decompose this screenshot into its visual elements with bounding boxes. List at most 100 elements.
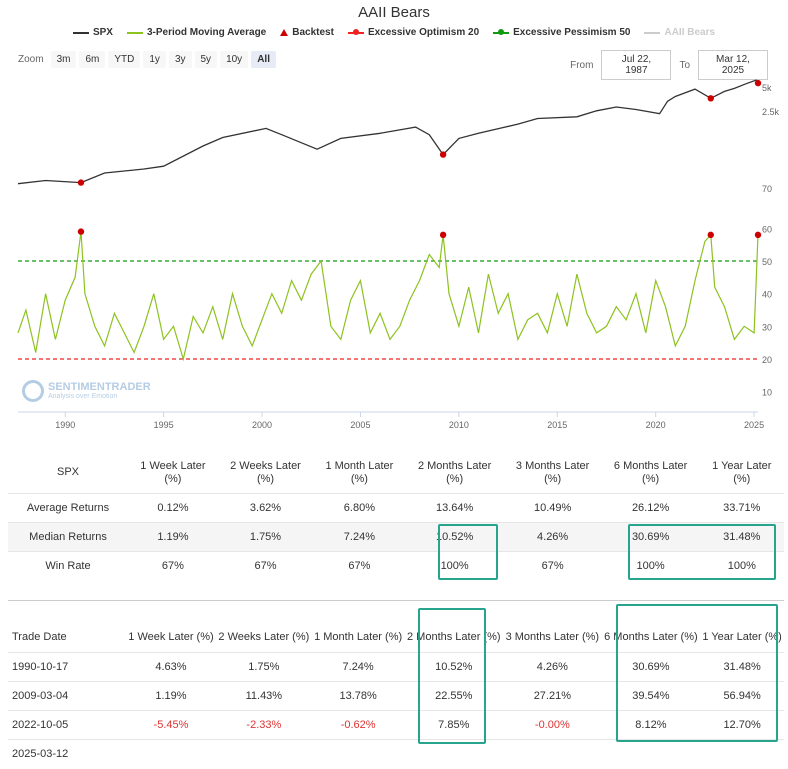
spx-backtest-point bbox=[439, 151, 447, 158]
spx-y-tick-label: 70 bbox=[762, 184, 772, 194]
table-cell: 39.54% bbox=[601, 681, 701, 711]
legend-label: Excessive Optimism 20 bbox=[367, 27, 480, 38]
table-cell: 26.12% bbox=[601, 492, 700, 522]
table-cell: 11.43% bbox=[215, 681, 312, 711]
legend-item[interactable]: 3-Period Moving Average bbox=[126, 27, 267, 38]
x-tick-label: 2015 bbox=[547, 420, 567, 430]
legend-label: Excessive Pessimism 50 bbox=[513, 27, 631, 38]
table-cell: Average Returns bbox=[8, 492, 128, 522]
zoom-button-3y[interactable]: 3y bbox=[168, 51, 192, 68]
table-cell: 0.12% bbox=[128, 492, 218, 522]
spx-backtest-point bbox=[754, 79, 762, 87]
table-cell: 3.62% bbox=[217, 492, 314, 522]
table-cell: 7.85% bbox=[404, 710, 504, 740]
table-cell: 13.78% bbox=[311, 681, 405, 711]
column-header: 3 Months Later (%) bbox=[505, 631, 600, 643]
dash-marker-icon bbox=[347, 28, 364, 35]
table-cell: 1.19% bbox=[128, 521, 218, 551]
column-header: SPX bbox=[56, 466, 79, 479]
column-header: 1 Month Later (%) bbox=[325, 459, 394, 485]
zoom-button-5y[interactable]: 5y bbox=[194, 51, 218, 68]
zoom-button-10y[interactable]: 10y bbox=[220, 51, 249, 68]
column-header: 1 Year Later (%) bbox=[702, 631, 782, 643]
table-cell bbox=[503, 739, 602, 769]
column-header: 1 Month Later (%) bbox=[314, 631, 403, 643]
aaii-y-tick-label: 20 bbox=[762, 355, 772, 365]
table-cell: -0.00% bbox=[503, 710, 602, 740]
table-cell: 100% bbox=[601, 550, 700, 580]
table-cell: 6.80% bbox=[313, 492, 406, 522]
aaii-backtest-point bbox=[754, 231, 762, 239]
table-cell: -2.33% bbox=[215, 710, 312, 740]
table-cell: 27.21% bbox=[503, 681, 602, 711]
summary-table: SPX 1 Week Later (%) 2 Weeks Later (%) 1 Mo… bbox=[8, 453, 784, 580]
column-header: 1 Year Later (%) bbox=[712, 459, 772, 485]
table-cell: 1.19% bbox=[126, 681, 216, 711]
aaii-y-tick-label: 40 bbox=[762, 290, 772, 300]
column-header: Trade Date bbox=[12, 631, 67, 643]
table-cell: 1.75% bbox=[215, 652, 312, 682]
zoom-button-6m[interactable]: 6m bbox=[79, 51, 106, 68]
legend-label: 3-Period Moving Average bbox=[146, 27, 267, 38]
table-cell: -5.45% bbox=[126, 710, 216, 740]
to-date-input[interactable]: Mar 12, 2025 bbox=[698, 50, 768, 80]
zoom-button-all[interactable]: All bbox=[251, 51, 276, 68]
table-cell: 31.48% bbox=[699, 521, 784, 551]
trades-table: Trade Date 1 Week Later (%) 2 Weeks Later … bbox=[8, 600, 784, 769]
watermark: SENTIMENTRADER Analysis over Emotion bbox=[22, 380, 151, 402]
table-row: Average Returns 0.12% 3.62% 6.80% 13.64% 10.4… bbox=[8, 492, 784, 522]
moving-average-series-line bbox=[17, 231, 759, 362]
column-header: 6 Months Later (%) bbox=[613, 459, 688, 485]
column-header: 2 Weeks Later (%) bbox=[230, 459, 301, 485]
table-cell: 4.63% bbox=[126, 652, 216, 682]
chart-legend: SPX 3-Period Moving Average Backtest Excess… bbox=[0, 27, 788, 38]
legend-item[interactable]: SPX bbox=[72, 27, 113, 38]
watermark-logo-icon bbox=[22, 380, 44, 402]
table-row: 1990-10-17 4.63% 1.75% 7.24% 10.52% 4.26% 30.6… bbox=[8, 652, 784, 682]
table-cell bbox=[404, 739, 504, 769]
watermark-name: SENTIMENTRADER bbox=[48, 381, 151, 393]
table-cell: 8.12% bbox=[601, 710, 701, 740]
table-cell: 7.24% bbox=[311, 652, 405, 682]
column-header: 3 Months Later (%) bbox=[515, 459, 590, 485]
table-header-row: Trade Date 1 Week Later (%) 2 Weeks Later … bbox=[8, 601, 784, 653]
from-date-input[interactable]: Jul 22, 1987 bbox=[601, 50, 672, 80]
table-cell: 4.26% bbox=[503, 521, 602, 551]
column-header: 1 Week Later (%) bbox=[128, 631, 214, 643]
zoom-button-1y[interactable]: 1y bbox=[143, 51, 166, 68]
column-header: 2 Weeks Later (%) bbox=[218, 631, 310, 643]
legend-item[interactable]: Backtest bbox=[280, 27, 334, 38]
line-marker-icon bbox=[126, 31, 143, 34]
table-cell: 67% bbox=[128, 550, 218, 580]
zoom-button-ytd[interactable]: YTD bbox=[108, 51, 141, 68]
spx-backtest-point bbox=[77, 179, 85, 186]
x-tick-label: 2005 bbox=[350, 420, 370, 430]
legend-item[interactable]: Excessive Pessimism 50 bbox=[493, 27, 630, 38]
zoom-button-3m[interactable]: 3m bbox=[50, 51, 77, 68]
table-cell: 56.94% bbox=[700, 681, 784, 711]
aaii-y-tick-label: 10 bbox=[762, 388, 772, 398]
aaii-y-tick-label: 60 bbox=[762, 224, 772, 234]
to-label: To bbox=[679, 59, 690, 71]
legend-label: AAII Bears bbox=[664, 27, 716, 38]
triangle-marker-icon bbox=[280, 29, 289, 36]
table-cell: 10.49% bbox=[503, 492, 602, 522]
table-row: Median Returns 1.19% 1.75% 7.24% 10.52% 4.26%… bbox=[8, 521, 784, 551]
zoom-label: Zoom bbox=[18, 54, 44, 65]
zoom-bar: Zoom 3m 6m YTD 1y 3y 5y 10y All bbox=[18, 51, 276, 68]
legend-item[interactable]: AAII Bears bbox=[644, 27, 715, 38]
table-cell: 13.64% bbox=[405, 492, 504, 522]
table-cell: 31.48% bbox=[700, 652, 784, 682]
table-cell: -0.62% bbox=[311, 710, 405, 740]
table-cell: 7.24% bbox=[313, 521, 406, 551]
table-cell: 1.75% bbox=[217, 521, 314, 551]
from-label: From bbox=[570, 59, 594, 71]
x-tick-label: 2025 bbox=[744, 420, 764, 430]
table-cell: 33.71% bbox=[699, 492, 784, 522]
chart-title: AAII Bears bbox=[358, 4, 430, 21]
legend-item[interactable]: Excessive Optimism 20 bbox=[347, 27, 480, 38]
table-cell: 30.69% bbox=[601, 652, 701, 682]
table-cell: 10.52% bbox=[404, 652, 504, 682]
x-tick-label: 1990 bbox=[55, 420, 75, 430]
line-marker-icon bbox=[644, 31, 661, 34]
